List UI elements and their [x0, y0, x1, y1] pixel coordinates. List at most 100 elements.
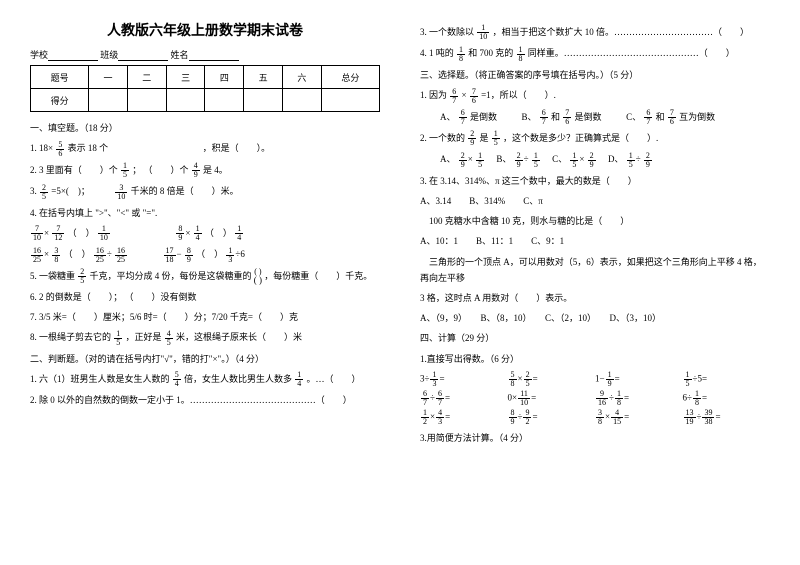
fraction: 54	[173, 371, 181, 388]
j4c: 同样重。………………………………………（ ）	[528, 48, 735, 58]
fraction: 76	[470, 88, 478, 105]
calc-item: 6÷18=	[683, 390, 771, 407]
q3c: 千米的 8 倍是（ ）米。	[131, 186, 239, 196]
fraction: 14	[194, 225, 202, 242]
calc-item: 1319÷3938=	[683, 409, 771, 426]
td	[89, 89, 128, 112]
j3b: ，相当于把这个数扩大 10 倍。……………………………（ ）	[493, 27, 750, 37]
fraction: 310	[115, 184, 127, 201]
section-1-heading: 一、填空题。（18 分）	[30, 120, 380, 136]
calc1-heading: 1.直接写出得数。（6 分）	[420, 351, 770, 367]
q3b: =5×( )；	[51, 186, 90, 196]
q1-text: 1. 18×	[30, 143, 53, 153]
q2d: 是 4。	[203, 165, 228, 175]
j4a: 4. 1 吨的	[420, 48, 454, 58]
s4: 100 克糖水中含糖 10 克，则水与糖的比是（ ）	[420, 213, 770, 229]
th: 题号	[31, 66, 89, 89]
fraction: 15	[532, 152, 540, 169]
fraction: 712	[52, 225, 64, 242]
td	[127, 89, 166, 112]
th: 三	[166, 66, 205, 89]
q3a: 3.	[30, 186, 37, 196]
td	[166, 89, 205, 112]
fraction: 15	[627, 152, 635, 169]
s1c: =1，所以（ ）.	[481, 90, 556, 100]
paren-fraction: ( )( )	[254, 268, 262, 285]
s1a: 1. 因为	[420, 90, 447, 100]
q8c: 米，这根绳子原来长（ ）米	[176, 332, 302, 342]
fraction: 67	[540, 109, 548, 126]
exam-page: 人教版六年级上册数学期末试卷 学校 班级 姓名 题号 一 二 三 四 五 六 总…	[0, 0, 800, 470]
fraction: 89	[185, 247, 193, 264]
fraction: 15	[121, 162, 129, 179]
q6a: 6. 2 的倒数是（ ）；	[30, 292, 122, 302]
td	[321, 89, 379, 112]
fraction: 67	[459, 109, 467, 126]
fraction: 76	[563, 109, 571, 126]
q2a: 2. 3 里面有（ ）个	[30, 165, 118, 175]
th: 五	[244, 66, 283, 89]
calc-row-2: 67÷67= 0×1110= 916÷18= 6÷18=	[420, 390, 770, 407]
fraction: 76	[668, 109, 676, 126]
class-label: 班级	[100, 50, 118, 60]
optC3: 互为倒数	[679, 112, 715, 122]
th: 六	[283, 66, 322, 89]
calc-item: 0×1110=	[508, 390, 596, 407]
q8a: 8. 一根绳子剪去它的	[30, 332, 111, 342]
optB2: 和	[551, 112, 560, 122]
table-row: 题号 一 二 三 四 五 六 总分	[31, 66, 380, 89]
fraction: 29	[468, 130, 476, 147]
calc-item: 1−19=	[595, 371, 683, 388]
school-label: 学校	[30, 50, 48, 60]
j4b: 和 700 克的	[468, 48, 513, 58]
score-table: 题号 一 二 三 四 五 六 总分 得分	[30, 65, 380, 112]
exam-title: 人教版六年级上册数学期末试卷	[30, 20, 380, 40]
calc-item: 67÷67=	[420, 390, 508, 407]
th: 一	[89, 66, 128, 89]
fraction: 18	[517, 46, 525, 63]
fraction: 56	[56, 141, 64, 158]
optA2: 是倒数	[470, 112, 497, 122]
s2b: 是	[480, 133, 489, 143]
th: 总分	[321, 66, 379, 89]
s2c: ，这个数是多少？正确算式是（ ）.	[503, 133, 658, 143]
calc-item: 916÷18=	[595, 390, 683, 407]
s3: 3. 在 3.14、314%、π 这三个数中，最大的数是（ ）	[420, 173, 770, 189]
q7: 7. 3/5 米=（ ）厘米；5/6 时=（ ）分；7/20 千克=（ ）克	[30, 309, 380, 325]
fraction: 1625	[94, 247, 106, 264]
s5-opts: A、（9，9） B、（8，10） C、（2，10） D、（3，10）	[420, 310, 770, 326]
q6b: （ ）没有倒数	[125, 292, 197, 302]
j1b: 倍，女生人数比男生人数多	[184, 374, 292, 384]
section-4-heading: 四、计算（29 分）	[420, 330, 770, 346]
j3: 3. 一个数除以 110 ，相当于把这个数扩大 10 倍。………………………………	[420, 24, 770, 41]
left-column: 人教版六年级上册数学期末试卷 学校 班级 姓名 题号 一 二 三 四 五 六 总…	[30, 20, 380, 450]
q4-row2: 1625× 38 （ ） 1625÷ 1625 1718− 89 （ ） 13÷…	[30, 246, 380, 263]
fraction: 29	[644, 152, 652, 169]
s5: 三角形的一个顶点 A，可以用数对（5，6）表示，如果把这个三角形向上平移 4 格…	[420, 254, 770, 286]
th: 二	[127, 66, 166, 89]
fraction: 1625	[115, 247, 127, 264]
fraction: 15	[476, 152, 484, 169]
j1a: 1. 六（1）班男生人数是女生人数的	[30, 374, 170, 384]
fraction: 14	[295, 371, 303, 388]
fraction: 15	[570, 152, 578, 169]
calc3-heading: 3.用简便方法计算。（4 分）	[420, 430, 770, 446]
fraction: 49	[192, 162, 200, 179]
section-2-heading: 二、判断题。（对的请在括号内打"√"，错的打"×"。）（4 分）	[30, 351, 380, 367]
q2c: （ ）个	[144, 165, 189, 175]
s2A: A、	[440, 154, 456, 164]
s1b: ×	[462, 90, 467, 100]
student-info: 学校 班级 姓名	[30, 48, 380, 61]
q5: 5. 一袋糖重 25 千克，平均分成 4 份，每份是这袋糖重的 ( )( ) ，…	[30, 268, 380, 285]
s3-opts: A、3.14 B、314% C、π	[420, 193, 770, 209]
fraction: 110	[477, 24, 489, 41]
q5b: 千克，平均分成 4 份，每份是这袋糖重的	[90, 271, 252, 281]
q5c: ，每份糖重（ ）千克。	[264, 271, 372, 281]
td: 得分	[31, 89, 89, 112]
j4: 4. 1 吨的 18 和 700 克的 18 同样重。……………………………………	[420, 45, 770, 62]
q5a: 5. 一袋糖重	[30, 271, 75, 281]
s5b: 3 格，这时点 A 用数对（ ）表示。	[420, 290, 770, 306]
calc-item: 15÷5=	[683, 371, 771, 388]
th: 四	[205, 66, 244, 89]
fraction: 25	[40, 184, 48, 201]
